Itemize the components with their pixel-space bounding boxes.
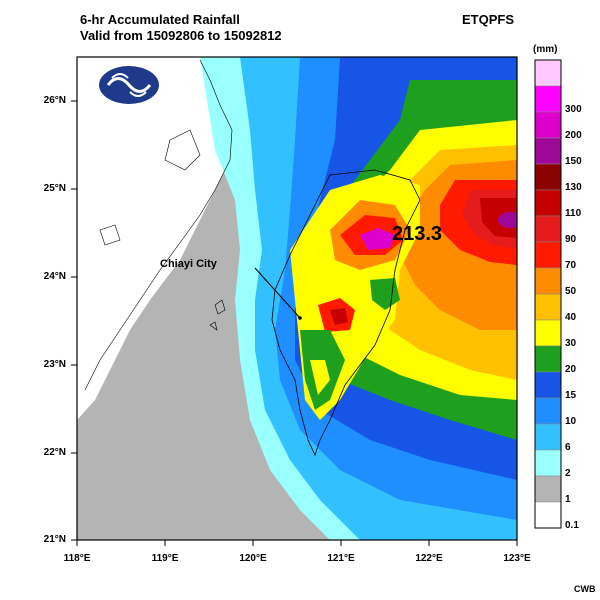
- legend-label: 110: [565, 208, 582, 219]
- model-name: ETQPFS: [462, 12, 515, 27]
- legend-label: 0.1: [565, 520, 579, 531]
- legend-label: 15: [565, 390, 577, 401]
- legend-swatch: [534, 215, 562, 243]
- legend-label: 6: [565, 442, 571, 453]
- legend-swatch: [534, 293, 562, 321]
- legend-swatch: [534, 449, 562, 477]
- legend-swatch: [534, 319, 562, 347]
- credit-text: CWB: [574, 584, 596, 594]
- legend-swatch: [534, 59, 562, 87]
- legend-swatch: [534, 397, 562, 425]
- cwb-logo-icon: [99, 66, 159, 104]
- lat-label-22: 22°N: [43, 447, 66, 458]
- legend-label: 150: [565, 156, 582, 167]
- legend-swatch: [534, 189, 562, 217]
- lon-label-121: 121°E: [327, 553, 355, 564]
- legend-unit: (mm): [533, 44, 558, 55]
- legend-swatch: [534, 85, 562, 113]
- legend-label: 130: [565, 182, 582, 193]
- legend-swatch: [534, 163, 562, 191]
- map-field: [77, 57, 517, 540]
- lat-label-21: 21°N: [43, 534, 66, 545]
- legend-label: 2: [565, 468, 571, 479]
- lon-label-118: 118°E: [63, 553, 91, 564]
- legend-swatch: [534, 475, 562, 503]
- max-value-label: 213.3: [392, 223, 442, 245]
- city-label: Chiayi City: [160, 258, 218, 270]
- legend-swatch: [534, 371, 562, 399]
- lat-label-26: 26°N: [43, 95, 66, 106]
- lon-label-122: 122°E: [415, 553, 443, 564]
- axis-ticks: [71, 100, 518, 546]
- lat-label-25: 25°N: [43, 183, 66, 194]
- chart-title: 6-hr Accumulated Rainfall: [80, 12, 240, 27]
- legend-frame: [534, 59, 562, 529]
- legend-swatch: [534, 137, 562, 165]
- legend-label: 40: [565, 312, 577, 323]
- legend-label: 30: [565, 338, 577, 349]
- legend-swatch: [534, 241, 562, 269]
- legend-label: 300: [565, 104, 582, 115]
- lon-label-120: 120°E: [239, 553, 267, 564]
- legend-swatch: [534, 345, 562, 373]
- legend-label: 1: [565, 494, 571, 505]
- lat-label-23: 23°N: [43, 359, 66, 370]
- legend-label: 10: [565, 416, 577, 427]
- legend-swatch: [534, 423, 562, 451]
- lon-label-123: 123°E: [503, 553, 531, 564]
- lat-label-24: 24°N: [43, 271, 66, 282]
- legend-label: 200: [565, 130, 582, 141]
- legend-colorbar: [534, 59, 562, 529]
- legend-label: 90: [565, 234, 577, 245]
- legend-label: 50: [565, 286, 577, 297]
- chart-subtitle: Valid from 15092806 to 15092812: [80, 28, 282, 43]
- legend-swatch: [534, 501, 562, 529]
- legend-label: 20: [565, 364, 577, 375]
- legend-swatch: [534, 267, 562, 295]
- legend-label: 70: [565, 260, 577, 271]
- lon-label-119: 119°E: [151, 553, 179, 564]
- legend-swatch: [534, 111, 562, 139]
